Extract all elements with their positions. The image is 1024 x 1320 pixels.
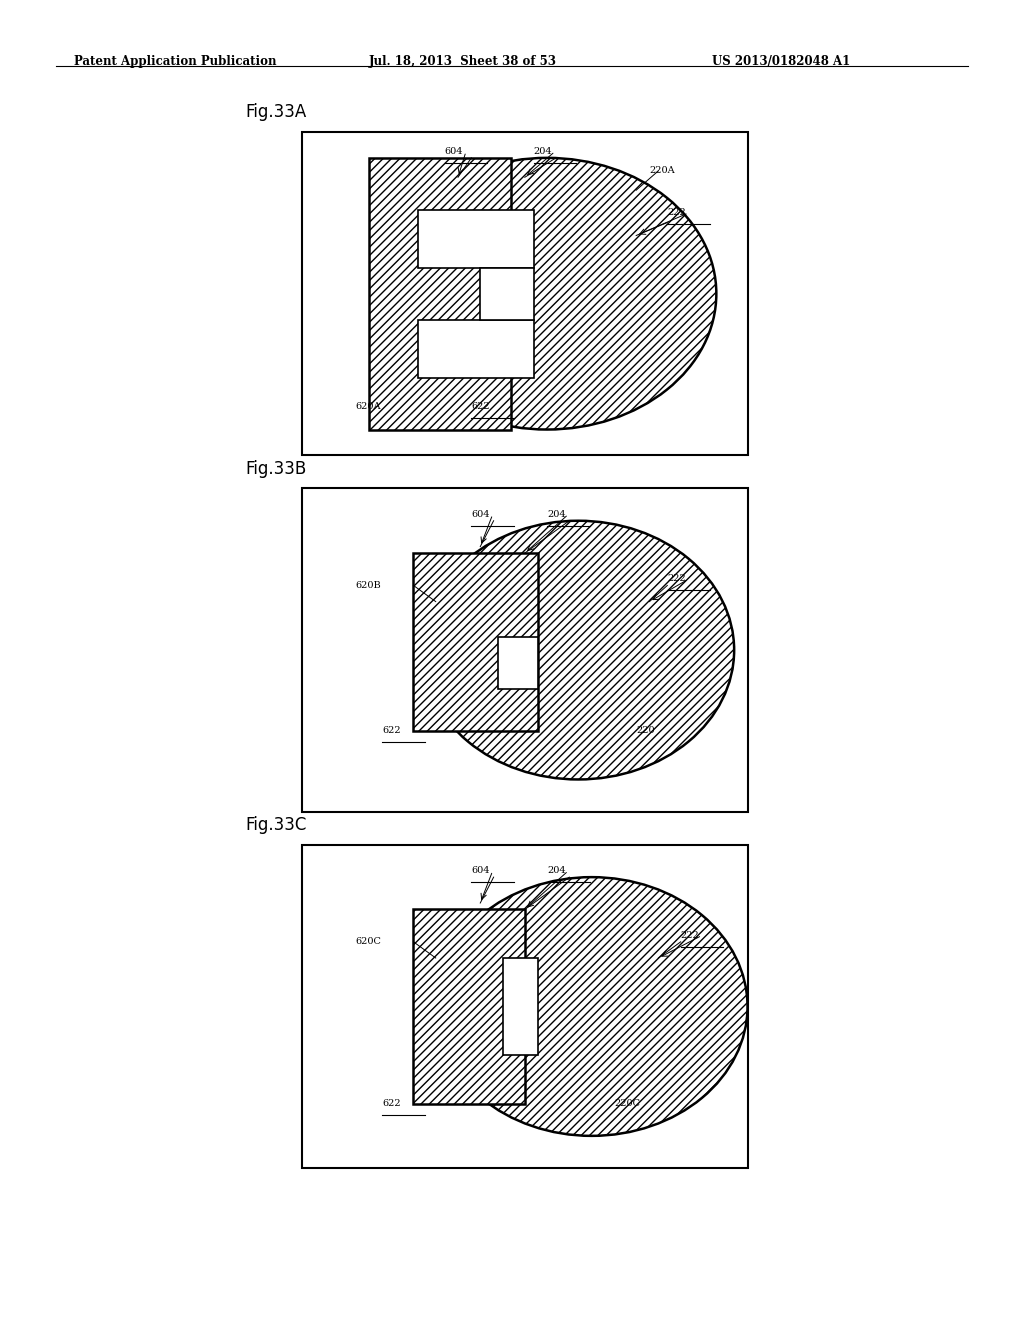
Bar bbox=[480, 268, 534, 319]
Text: 222: 222 bbox=[668, 574, 686, 583]
Text: 622: 622 bbox=[471, 403, 489, 412]
Text: 204: 204 bbox=[547, 510, 565, 519]
Text: Patent Application Publication: Patent Application Publication bbox=[74, 55, 276, 69]
Ellipse shape bbox=[378, 158, 717, 429]
Text: 622: 622 bbox=[382, 726, 400, 735]
Text: 620C: 620C bbox=[355, 937, 381, 946]
Text: US 2013/0182048 A1: US 2013/0182048 A1 bbox=[712, 55, 850, 69]
Text: 622: 622 bbox=[382, 1100, 400, 1107]
Text: 204: 204 bbox=[534, 147, 552, 156]
Text: 220C: 220C bbox=[614, 1100, 640, 1107]
Text: 620B: 620B bbox=[355, 581, 381, 590]
Bar bbox=[503, 958, 539, 1055]
Text: Fig.33A: Fig.33A bbox=[246, 103, 307, 121]
Bar bbox=[418, 319, 534, 378]
Text: 204: 204 bbox=[547, 866, 565, 875]
Ellipse shape bbox=[436, 876, 748, 1135]
Text: 222: 222 bbox=[681, 931, 699, 940]
Text: 604: 604 bbox=[471, 510, 489, 519]
Text: 222: 222 bbox=[668, 209, 686, 218]
Text: Jul. 18, 2013  Sheet 38 of 53: Jul. 18, 2013 Sheet 38 of 53 bbox=[369, 55, 557, 69]
Text: 220A: 220A bbox=[649, 166, 675, 176]
Text: 620A: 620A bbox=[355, 403, 381, 412]
Bar bbox=[414, 553, 539, 731]
Bar bbox=[369, 158, 511, 429]
Text: 220: 220 bbox=[636, 726, 654, 735]
Text: 604: 604 bbox=[471, 866, 489, 875]
Bar bbox=[498, 638, 539, 689]
Bar bbox=[414, 909, 524, 1104]
Text: 604: 604 bbox=[444, 147, 463, 156]
Text: Fig.33C: Fig.33C bbox=[246, 816, 307, 834]
Text: Fig.33B: Fig.33B bbox=[246, 459, 307, 478]
Bar bbox=[418, 210, 534, 268]
Ellipse shape bbox=[422, 520, 734, 779]
